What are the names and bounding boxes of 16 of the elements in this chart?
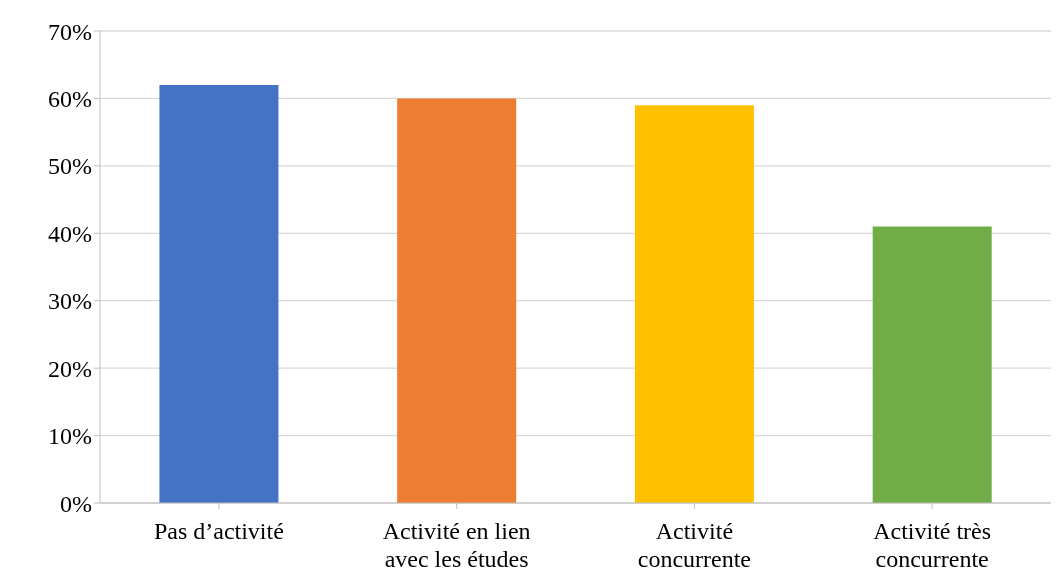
y-tick-label: 70% (48, 18, 92, 45)
bar (159, 84, 279, 503)
y-tick-label: 0% (60, 490, 92, 517)
bar (397, 98, 517, 503)
bar (872, 226, 992, 503)
y-tick-label: 50% (48, 153, 92, 180)
x-tick-label: Pas d’activité (153, 518, 284, 544)
y-tick-label: 20% (48, 355, 92, 382)
bar (634, 105, 754, 503)
x-tick-label: Activité concurrente (637, 518, 752, 572)
y-tick-label: 60% (48, 85, 92, 112)
x-tick-label: Activité très concurrente (873, 518, 992, 572)
y-tick-label: 10% (48, 423, 92, 450)
y-tick-label: 40% (48, 220, 92, 247)
y-tick-label: 30% (48, 288, 92, 315)
x-tick-label: Activité en lien avec les études (382, 518, 531, 572)
